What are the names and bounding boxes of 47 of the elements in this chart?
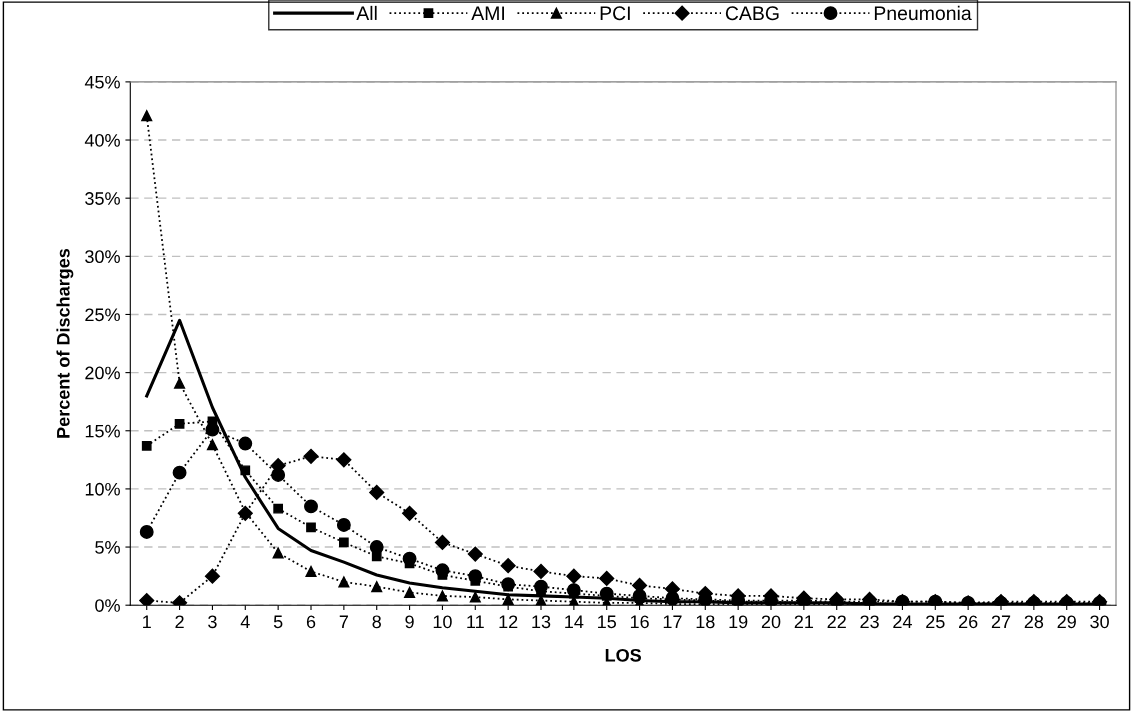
y-tick-label: 45% [84,75,120,89]
x-tick-label: 4 [240,615,250,629]
y-tick-label: 10% [85,482,120,496]
y-axis-title: Percent of Discharges [56,248,74,438]
x-tick-label: 19 [729,615,748,629]
y-tick-label: 15% [85,424,120,438]
x-tick-label: 3 [208,615,217,629]
y-tick-label: 30% [85,250,120,264]
x-tick-label: 11 [467,615,484,629]
x-tick-label: 18 [696,615,715,629]
y-tick-label: 0% [95,599,120,612]
x-tick-label: 13 [532,615,551,629]
x-tick-label: 17 [663,615,682,629]
x-axis-title: LOS [605,648,641,662]
x-tick-label: 23 [860,615,879,629]
x-tick-label: 6 [306,615,316,629]
x-tick-label: 29 [1057,615,1076,629]
x-tick-label: 27 [991,615,1011,629]
legend-label: CABG [725,6,779,21]
legend-label: PCI [600,6,630,21]
x-tick-label: 12 [499,615,518,629]
x-tick-label: 28 [1024,615,1044,629]
legend-label: AMI [471,6,504,20]
x-tick-label: 8 [372,615,381,629]
x-tick-label: 14 [565,615,584,629]
x-tick-label: 9 [405,615,414,629]
x-tick-label: 26 [959,615,978,629]
x-tick-label: 22 [827,615,846,629]
x-tick-label: 1 [143,615,151,629]
x-tick-label: 24 [893,615,912,629]
y-tick-label: 5% [95,541,120,554]
x-tick-label: 5 [273,615,283,629]
x-tick-label: 25 [926,615,945,629]
x-tick-label: 30 [1090,615,1109,629]
x-tick-label: 15 [598,615,617,629]
x-tick-label: 16 [630,615,649,629]
y-tick-label: 25% [85,308,120,322]
x-tick-label: 10 [433,615,452,629]
x-tick-label: 2 [175,615,184,629]
y-tick-label: 35% [85,192,120,205]
x-tick-label: 7 [339,615,348,629]
legend-label: All [356,5,377,20]
legend-label: Pneumonia [874,5,972,21]
x-tick-label: 21 [794,615,814,629]
y-tick-label: 20% [85,366,120,380]
y-tick-label: 40% [84,133,120,147]
x-tick-label: 20 [761,615,781,629]
